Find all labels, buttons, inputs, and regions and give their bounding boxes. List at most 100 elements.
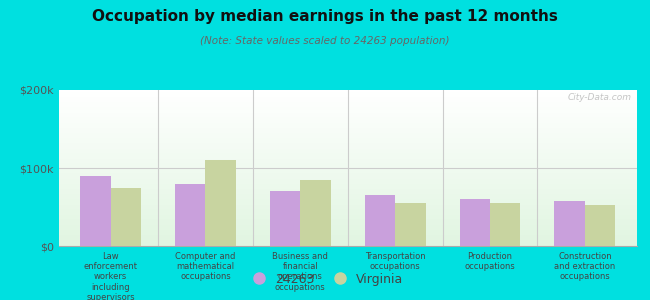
Bar — [58, 109, 637, 110]
Bar — [490, 203, 521, 246]
Text: (Note: State values scaled to 24263 population): (Note: State values scaled to 24263 popu… — [200, 36, 450, 46]
Bar — [58, 182, 637, 183]
Bar — [58, 119, 637, 120]
Bar — [554, 201, 585, 246]
Bar — [205, 160, 236, 246]
Bar — [58, 147, 637, 148]
Bar — [58, 157, 637, 158]
Bar — [58, 151, 637, 152]
Bar — [58, 122, 637, 123]
Bar — [58, 219, 637, 220]
Bar — [58, 239, 637, 240]
Bar — [58, 205, 637, 206]
Bar — [58, 193, 637, 194]
Bar — [58, 118, 637, 119]
Bar — [58, 158, 637, 159]
Bar — [58, 201, 637, 202]
Bar — [58, 176, 637, 177]
Bar — [58, 234, 637, 235]
Bar — [58, 165, 637, 166]
Bar — [58, 245, 637, 246]
Bar — [58, 128, 637, 129]
Bar — [58, 222, 637, 223]
Bar — [58, 235, 637, 236]
Bar — [58, 208, 637, 209]
Bar — [58, 159, 637, 160]
Bar — [58, 121, 637, 122]
Bar — [585, 206, 615, 246]
Bar — [58, 244, 637, 245]
Bar — [58, 233, 637, 234]
Bar — [58, 197, 637, 198]
Bar — [81, 176, 110, 246]
Legend: 24263, Virginia: 24263, Virginia — [242, 268, 408, 291]
Bar — [58, 154, 637, 155]
Bar — [58, 183, 637, 184]
Bar — [58, 108, 637, 109]
Bar — [58, 155, 637, 156]
Bar — [58, 141, 637, 142]
Bar — [175, 184, 205, 246]
Bar — [58, 136, 637, 137]
Bar — [58, 167, 637, 168]
Bar — [58, 232, 637, 233]
Bar — [58, 211, 637, 212]
Bar — [58, 130, 637, 131]
Bar — [58, 148, 637, 149]
Bar — [58, 131, 637, 132]
Bar — [58, 177, 637, 178]
Bar — [365, 195, 395, 246]
Bar — [58, 93, 637, 94]
Bar — [58, 227, 637, 228]
Bar — [58, 135, 637, 136]
Bar — [58, 106, 637, 107]
Bar — [300, 180, 331, 246]
Bar — [58, 220, 637, 221]
Bar — [58, 212, 637, 213]
Bar — [58, 105, 637, 106]
Bar — [58, 145, 637, 146]
Bar — [58, 97, 637, 98]
Bar — [58, 166, 637, 167]
Bar — [58, 102, 637, 103]
Bar — [58, 133, 637, 134]
Bar — [58, 202, 637, 203]
Bar — [58, 204, 637, 205]
Bar — [58, 149, 637, 150]
Bar — [58, 178, 637, 179]
Bar — [58, 103, 637, 104]
Bar — [58, 199, 637, 200]
Bar — [58, 194, 637, 195]
Bar — [58, 124, 637, 125]
Bar — [58, 139, 637, 140]
Bar — [58, 117, 637, 118]
Bar — [58, 184, 637, 185]
Bar — [58, 206, 637, 207]
Bar — [58, 126, 637, 127]
Bar — [58, 142, 637, 143]
Bar — [58, 144, 637, 145]
Bar — [58, 150, 637, 151]
Bar — [58, 237, 637, 238]
Bar — [58, 162, 637, 163]
Bar — [58, 179, 637, 180]
Bar — [58, 196, 637, 197]
Bar — [58, 168, 637, 169]
Bar — [58, 189, 637, 190]
Bar — [58, 95, 637, 96]
Bar — [58, 140, 637, 141]
Bar — [58, 129, 637, 130]
Bar — [58, 215, 637, 216]
Bar — [58, 115, 637, 116]
Bar — [58, 111, 637, 112]
Bar — [58, 161, 637, 162]
Bar — [58, 181, 637, 182]
Bar — [58, 92, 637, 93]
Bar — [58, 137, 637, 138]
Bar — [58, 138, 637, 139]
Bar — [58, 96, 637, 97]
Bar — [58, 236, 637, 237]
Bar — [58, 238, 637, 239]
Bar — [58, 228, 637, 229]
Bar — [58, 186, 637, 187]
